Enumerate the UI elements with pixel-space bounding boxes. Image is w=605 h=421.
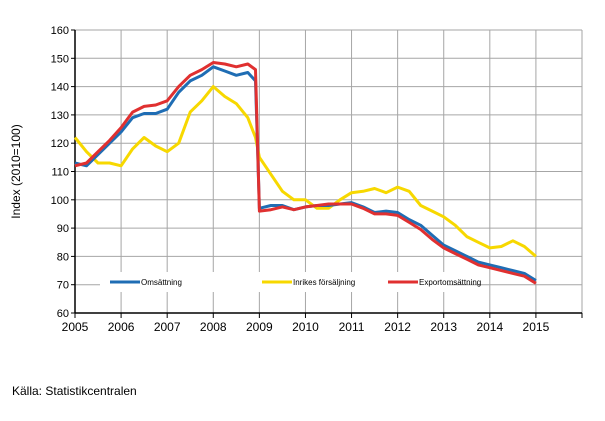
source-note: Källa: Statistikcentralen: [12, 384, 137, 398]
x-tick-label: 2013: [430, 320, 457, 334]
y-tick-label: 110: [51, 167, 69, 179]
legend-item-2: Exportomsättning: [388, 278, 481, 287]
y-tick-label: 150: [51, 53, 69, 65]
x-tick-label: 2011: [339, 320, 365, 334]
y-tick-label: 160: [51, 25, 69, 37]
x-tick-label: 2010: [292, 320, 319, 334]
y-tick-label: 140: [51, 82, 69, 94]
y-axis-label: Index (2010=100): [9, 124, 23, 218]
legend-label: Omsättning: [141, 278, 182, 287]
x-tick-label: 2008: [200, 320, 227, 334]
series-line-1: [73, 85, 537, 258]
y-tick-label: 130: [51, 110, 69, 122]
y-tick-label: 80: [57, 251, 69, 263]
y-tick-label: 70: [57, 280, 69, 292]
series-line-2: [74, 61, 537, 285]
x-tick-label: 2009: [246, 320, 273, 334]
legend-label: Exportomsättning: [419, 278, 481, 287]
x-tick-label: 2015: [523, 320, 550, 334]
legend-label: Inrikes försäljning: [293, 278, 355, 287]
legend-item-1: Inrikes försäljning: [262, 278, 355, 287]
y-tick-label: 100: [51, 195, 69, 207]
x-tick-label: 2006: [108, 320, 135, 334]
y-tick-label: 60: [57, 308, 69, 320]
y-tick-label: 90: [57, 223, 69, 235]
x-tick-label: 2007: [154, 320, 181, 334]
legend-item-0: Omsättning: [110, 278, 182, 287]
y-tick-label: 120: [51, 138, 69, 150]
x-tick-label: 2005: [62, 320, 89, 334]
x-tick-label: 2012: [384, 320, 411, 334]
x-tick-label: 2014: [476, 320, 503, 334]
